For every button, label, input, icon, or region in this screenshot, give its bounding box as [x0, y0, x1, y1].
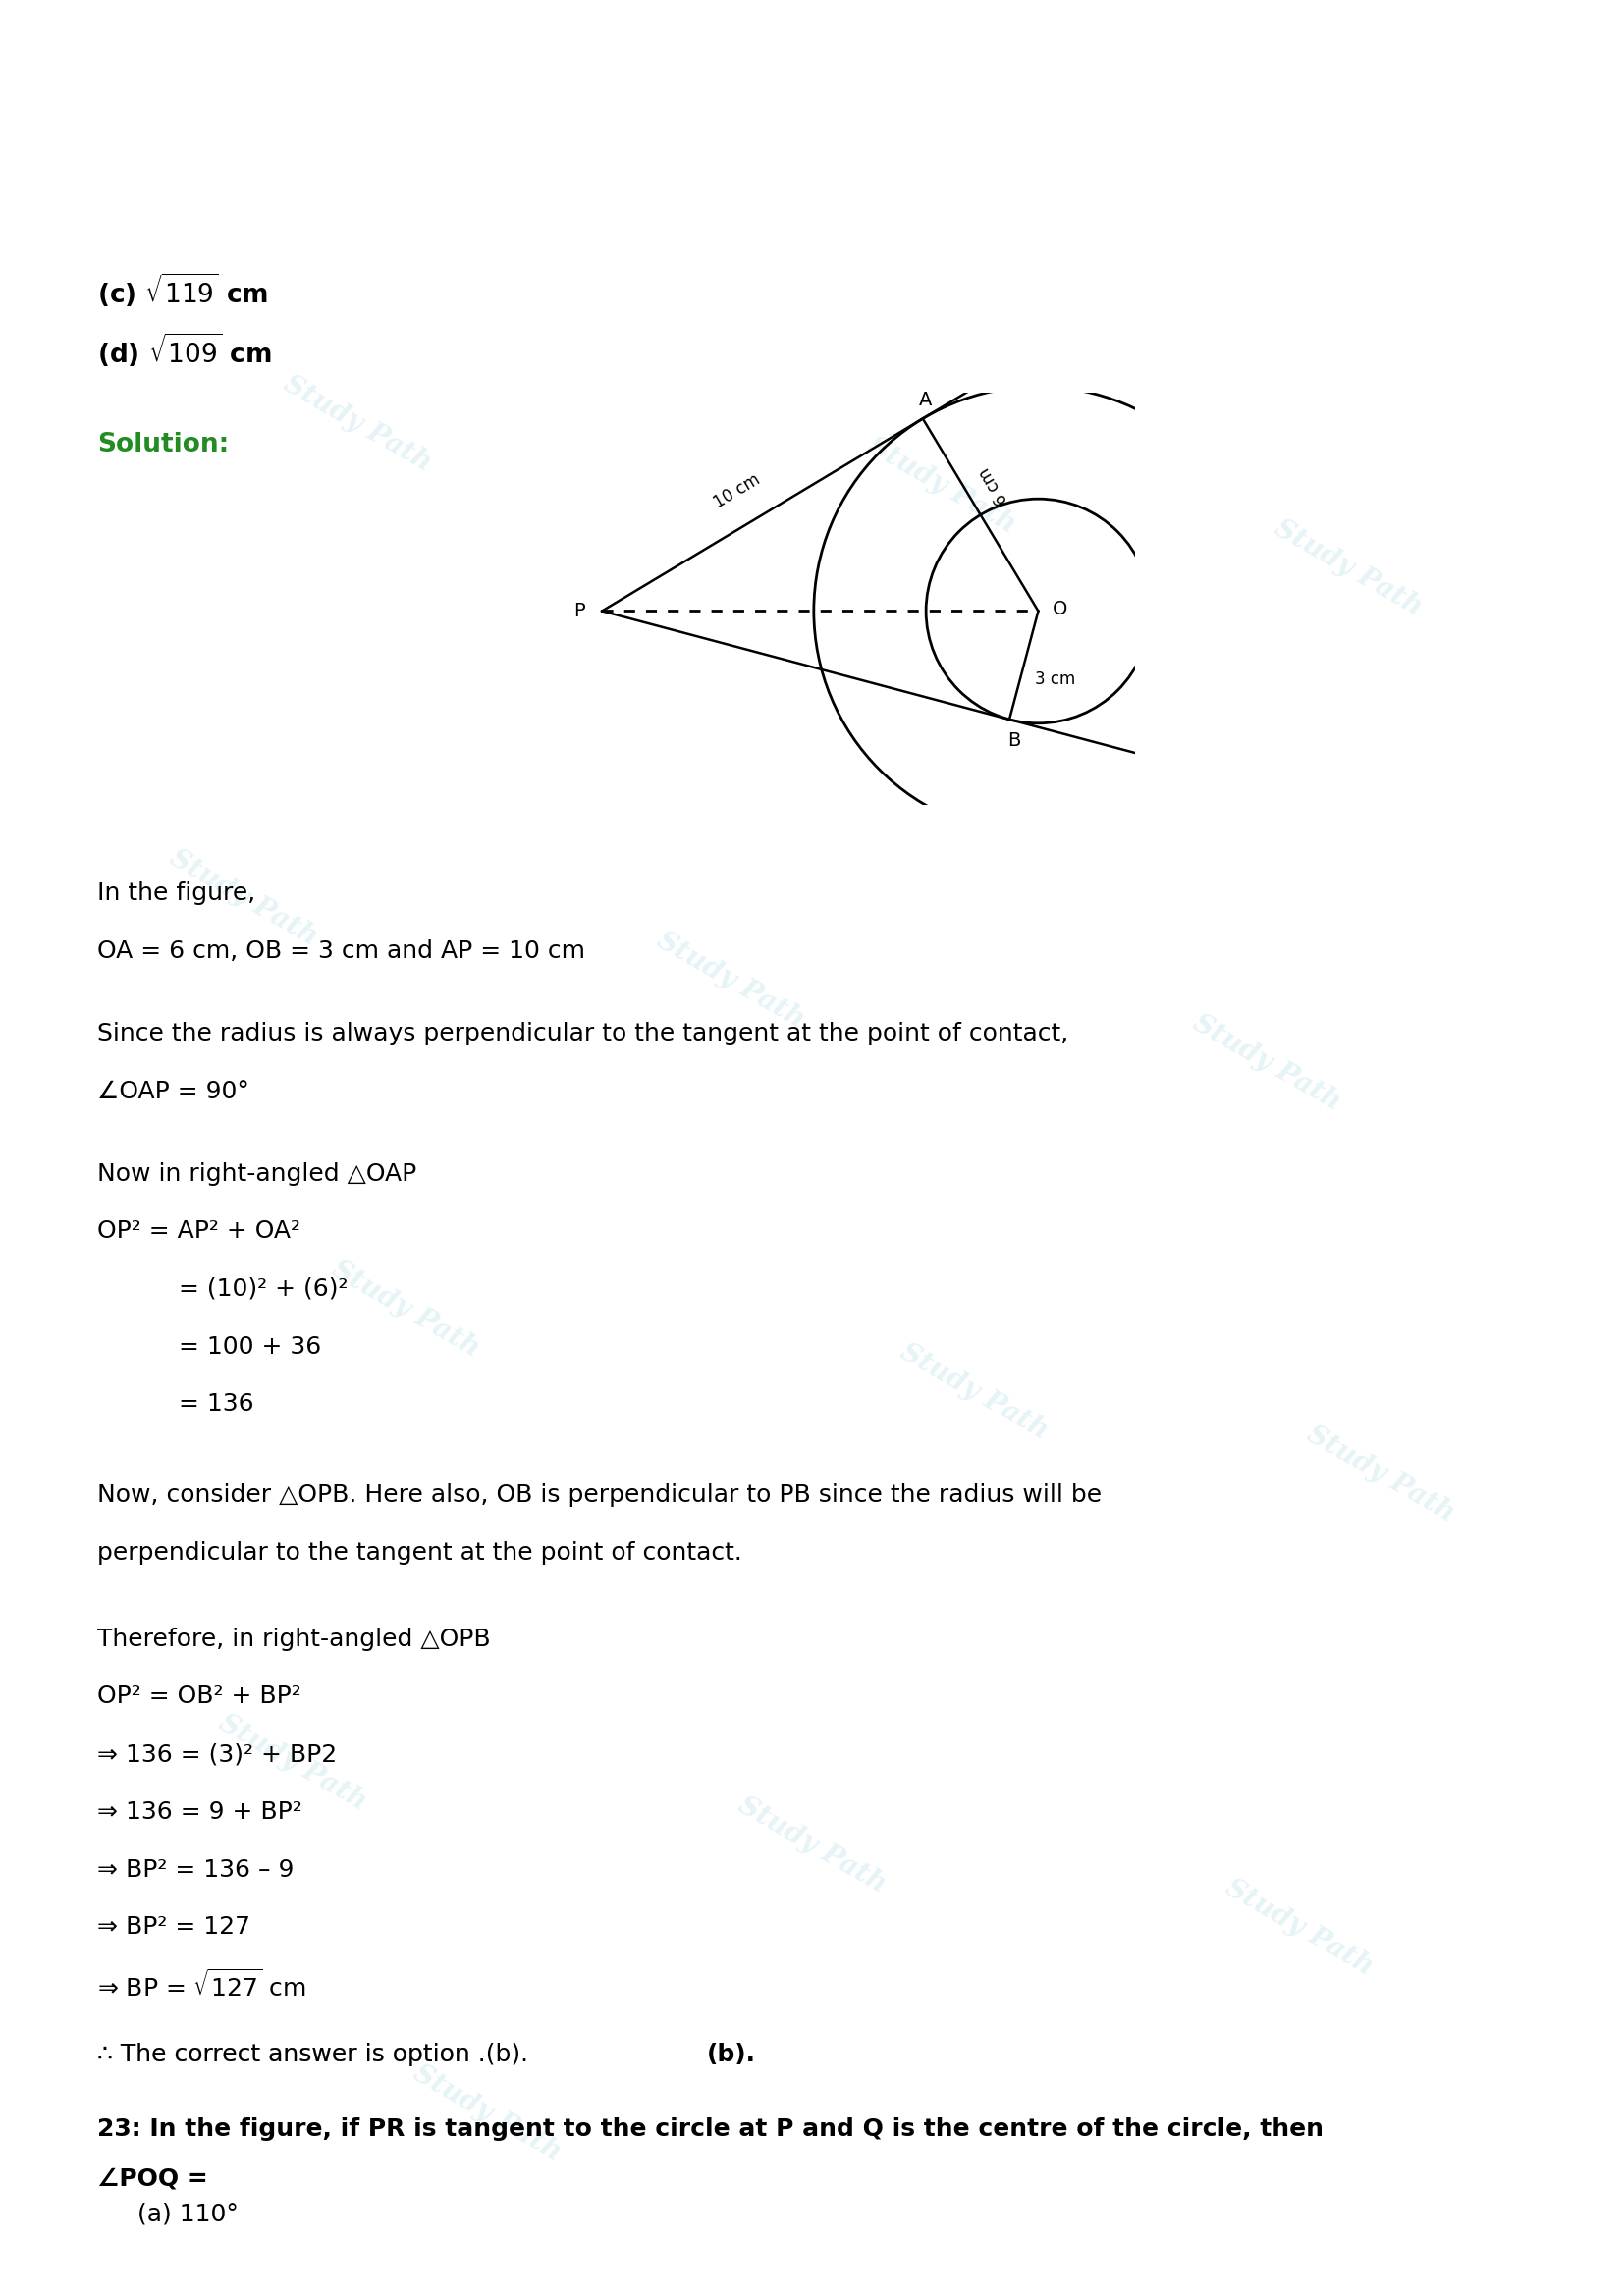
Text: Chapter 8: Circles: Chapter 8: Circles [672, 115, 952, 147]
Text: ∴ The correct answer is option: ∴ The correct answer is option [97, 2043, 477, 2066]
Text: Study Path: Study Path [166, 845, 322, 951]
Text: Now, consider △OPB. Here also, OB is perpendicular to PB since the radius will b: Now, consider △OPB. Here also, OB is per… [97, 1483, 1103, 1506]
Text: Class - 10: Class - 10 [737, 18, 887, 51]
Text: ⇒ BP² = 136 – 9: ⇒ BP² = 136 – 9 [97, 1857, 294, 1880]
Text: (c) $\sqrt{119}$ cm: (c) $\sqrt{119}$ cm [97, 271, 268, 310]
Text: 10 cm: 10 cm [710, 471, 763, 512]
Text: 6 cm: 6 cm [976, 464, 1012, 507]
Text: Solution:: Solution: [97, 432, 229, 457]
Text: Therefore, in right-angled △OPB: Therefore, in right-angled △OPB [97, 1628, 490, 1651]
Text: ∠OAP = 90°: ∠OAP = 90° [97, 1079, 250, 1102]
Text: = 100 + 36: = 100 + 36 [179, 1334, 322, 1359]
Text: OP² = AP² + OA²: OP² = AP² + OA² [97, 1219, 300, 1242]
Text: Study Path: Study Path [653, 928, 809, 1033]
Text: Study Path: Study Path [1189, 1010, 1345, 1116]
Text: Study Path: Study Path [409, 2060, 565, 2165]
Text: In the figure,: In the figure, [97, 882, 255, 905]
Text: ∴ The correct answer is option: ∴ The correct answer is option [97, 2043, 477, 2066]
Text: ⇒ 136 = 9 + BP²: ⇒ 136 = 9 + BP² [97, 1800, 302, 1823]
Text: Since the radius is always perpendicular to the tangent at the point of contact,: Since the radius is always perpendicular… [97, 1022, 1069, 1045]
Text: perpendicular to the tangent at the point of contact.: perpendicular to the tangent at the poin… [97, 1541, 742, 1564]
Text: OA = 6 cm, OB = 3 cm and AP = 10 cm: OA = 6 cm, OB = 3 cm and AP = 10 cm [97, 939, 585, 962]
Text: Study Path: Study Path [1270, 514, 1426, 620]
Text: 3 cm: 3 cm [1034, 670, 1075, 689]
Text: (b).: (b). [706, 2043, 755, 2066]
Text: Study Path: Study Path [864, 432, 1020, 540]
Text: = 136: = 136 [179, 1391, 253, 1417]
Text: Study Path: Study Path [214, 1711, 370, 1816]
Text: Study Path: Study Path [1302, 1421, 1458, 1527]
Text: Maths – RD Sharma Solutions: Maths – RD Sharma Solutions [564, 67, 1060, 96]
Text: O: O [1052, 599, 1069, 618]
Text: = (10)² + (6)²: = (10)² + (6)² [179, 1277, 348, 1300]
Text: Study Path: Study Path [279, 372, 435, 478]
Text: ⇒ 136 = (3)² + BP2: ⇒ 136 = (3)² + BP2 [97, 1743, 338, 1766]
Text: Page 16 of 42: Page 16 of 42 [731, 2245, 893, 2266]
Text: Now in right-angled △OAP: Now in right-angled △OAP [97, 1162, 417, 1185]
Text: Study Path: Study Path [60, 62, 161, 78]
Text: Study Path: Study Path [328, 1256, 484, 1362]
Text: Study Path: Study Path [896, 1339, 1052, 1444]
Text: ∠POQ =: ∠POQ = [97, 2167, 208, 2190]
Text: A: A [919, 390, 932, 409]
Text: ∴ The correct answer is option .(b).: ∴ The correct answer is option .(b). [97, 2043, 528, 2066]
Text: ⇒ BP = $\sqrt{127}$ cm: ⇒ BP = $\sqrt{127}$ cm [97, 1970, 305, 2002]
Text: B: B [1007, 732, 1021, 751]
Text: ⇒ BP² = 127: ⇒ BP² = 127 [97, 1915, 250, 1940]
Text: Study Path: Study Path [1221, 1874, 1377, 1981]
Text: P: P [573, 602, 585, 620]
Text: Study Path: Study Path [734, 1791, 890, 1899]
Text: OP² = OB² + BP²: OP² = OB² + BP² [97, 1685, 302, 1708]
Text: (a) 110°: (a) 110° [130, 2202, 239, 2225]
Text: (d) $\sqrt{109}$ cm: (d) $\sqrt{109}$ cm [97, 331, 271, 370]
Text: 23: In the figure, if PR is tangent to the circle at P and Q is the centre of th: 23: In the figure, if PR is tangent to t… [97, 2117, 1324, 2140]
